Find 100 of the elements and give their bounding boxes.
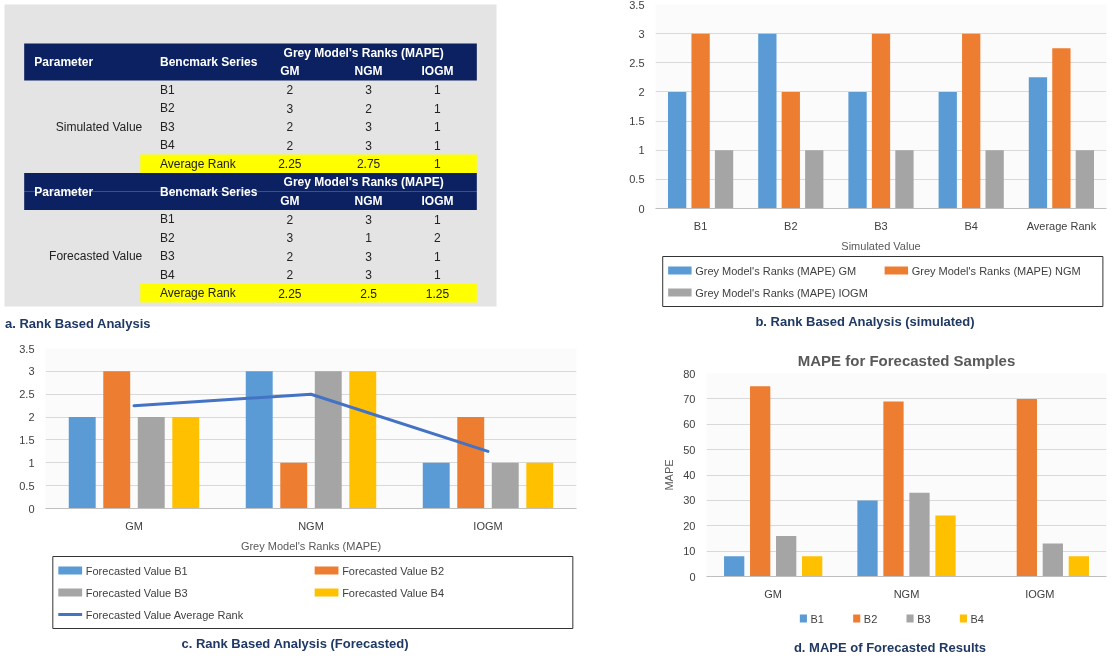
- bar: [962, 33, 981, 209]
- bar: [871, 33, 891, 209]
- y-tick-label: 60: [683, 418, 696, 431]
- y-tick-label: 1: [28, 456, 35, 469]
- text: B4 2 3 1: [159, 138, 441, 153]
- y-tick-label: 0: [28, 502, 35, 515]
- text: Average Rank 2.25 2.5 1.25: [159, 286, 450, 301]
- text: B2 3 1 2: [159, 230, 441, 246]
- x-tick-label: GM: [125, 519, 143, 532]
- bar: [895, 150, 914, 209]
- x-axis-title: Grey Model's Ranks (MAPE): [240, 539, 382, 552]
- bar: [750, 386, 771, 577]
- bar: [691, 33, 710, 209]
- y-tick-label: 10: [683, 545, 696, 558]
- x-tick-label: Average Rank: [1026, 219, 1097, 232]
- legend-label: Forecasted Value B3: [85, 586, 188, 599]
- text: d. MAPE of Forecasted Results: [793, 639, 987, 657]
- y-tick-label: 1.5: [19, 433, 35, 446]
- y-tick-label: 1.5: [629, 115, 645, 128]
- x-tick-label: B3: [874, 219, 888, 232]
- y-tick-label: 50: [683, 443, 696, 456]
- y-tick-label: 80: [683, 367, 696, 380]
- x-tick-label: IOGM: [1025, 587, 1055, 600]
- bar: [1028, 77, 1048, 209]
- bar: [857, 500, 878, 577]
- bar: [805, 150, 824, 209]
- legend-label: Forecasted Value B2: [342, 564, 445, 577]
- x-axis-title: Simulated Value: [841, 239, 921, 252]
- bar: [1052, 48, 1071, 209]
- x-tick-label: B2: [784, 219, 798, 232]
- x-tick-label: GM: [764, 587, 783, 600]
- bar: [349, 371, 377, 509]
- y-tick-label: 3: [638, 27, 645, 40]
- bar: [526, 462, 554, 509]
- y-tick-label: 2.5: [19, 388, 35, 401]
- legend-label: Grey Model's Ranks (MAPE) IOGM: [695, 286, 868, 299]
- text: B4 2 3 1: [159, 267, 441, 283]
- bar: [314, 371, 342, 509]
- text: Average Rank 2.25 2.75 1: [159, 156, 441, 172]
- x-tick-label: NGM: [893, 587, 920, 600]
- bar: [1016, 398, 1037, 577]
- legend-label: Forecasted Value B4: [342, 586, 445, 599]
- y-tick-label: 40: [683, 469, 696, 481]
- legend-label: B2: [863, 612, 878, 625]
- y-tick-label: 0.5: [629, 173, 645, 186]
- bar: [280, 462, 308, 509]
- legend-label: Grey Model's Ranks (MAPE) GM: [695, 264, 857, 277]
- legend-label: Forecasted Value B1: [85, 564, 188, 577]
- bar: [938, 91, 957, 209]
- y-tick-label: 2: [638, 85, 645, 98]
- legend-label: Grey Model's Ranks (MAPE) NGM: [911, 264, 1081, 277]
- bar: [491, 462, 519, 509]
- text: Simulated Value B3 2 3 1: [55, 119, 441, 135]
- legend-label: B4: [970, 612, 984, 625]
- text: B1 2 3 1: [159, 82, 441, 98]
- x-tick-label: B1: [693, 219, 708, 232]
- bar: [781, 91, 800, 209]
- bar: [103, 371, 131, 509]
- text: c. Rank Based Analysis (Forecasted): [181, 635, 409, 653]
- bar: [668, 91, 687, 209]
- bar: [68, 417, 96, 509]
- y-tick-label: 0: [689, 570, 696, 583]
- bar: [883, 401, 904, 577]
- y-tick-label: 20: [683, 519, 696, 532]
- y-tick-label: 3.5: [629, 0, 645, 11]
- bar: [172, 417, 200, 509]
- bar: [776, 535, 797, 577]
- bar: [714, 150, 734, 209]
- bar: [1068, 556, 1089, 577]
- bar: [985, 150, 1004, 209]
- y-tick-label: 3: [28, 365, 35, 378]
- y-tick-label: 1: [638, 144, 645, 157]
- text: B1 2 3 1: [159, 212, 441, 227]
- text: B2 3 2 1: [159, 101, 441, 116]
- y-tick-label: 0.5: [19, 479, 35, 492]
- bar: [848, 91, 867, 209]
- x-tick-label: B4: [964, 219, 978, 232]
- bar: [457, 417, 485, 509]
- bar: [1042, 543, 1063, 577]
- bar: [935, 515, 956, 577]
- y-tick-label: 3.5: [19, 342, 35, 355]
- y-tick-label: 70: [683, 392, 696, 405]
- bar: [137, 417, 165, 509]
- bar: [1075, 150, 1094, 209]
- bar: [802, 556, 823, 577]
- chart-title: MAPE for Forecasted Samples: [797, 351, 1016, 369]
- text: a. Rank Based Analysis: [5, 315, 151, 333]
- y-tick-label: 30: [683, 494, 696, 507]
- legend-label: B3: [917, 612, 931, 625]
- y-axis-title: MAPE: [663, 459, 676, 491]
- x-tick-label: NGM: [298, 519, 324, 532]
- bar: [724, 556, 745, 577]
- text: Forecasted Value B3 2 3 1: [49, 249, 441, 264]
- y-tick-label: 2.5: [629, 56, 645, 69]
- bar: [758, 33, 777, 209]
- bar: [909, 492, 930, 577]
- y-tick-label: 2: [28, 411, 35, 424]
- bar: [245, 371, 273, 509]
- legend-label: Forecasted Value Average Rank: [85, 608, 244, 621]
- y-tick-label: 0: [638, 202, 645, 215]
